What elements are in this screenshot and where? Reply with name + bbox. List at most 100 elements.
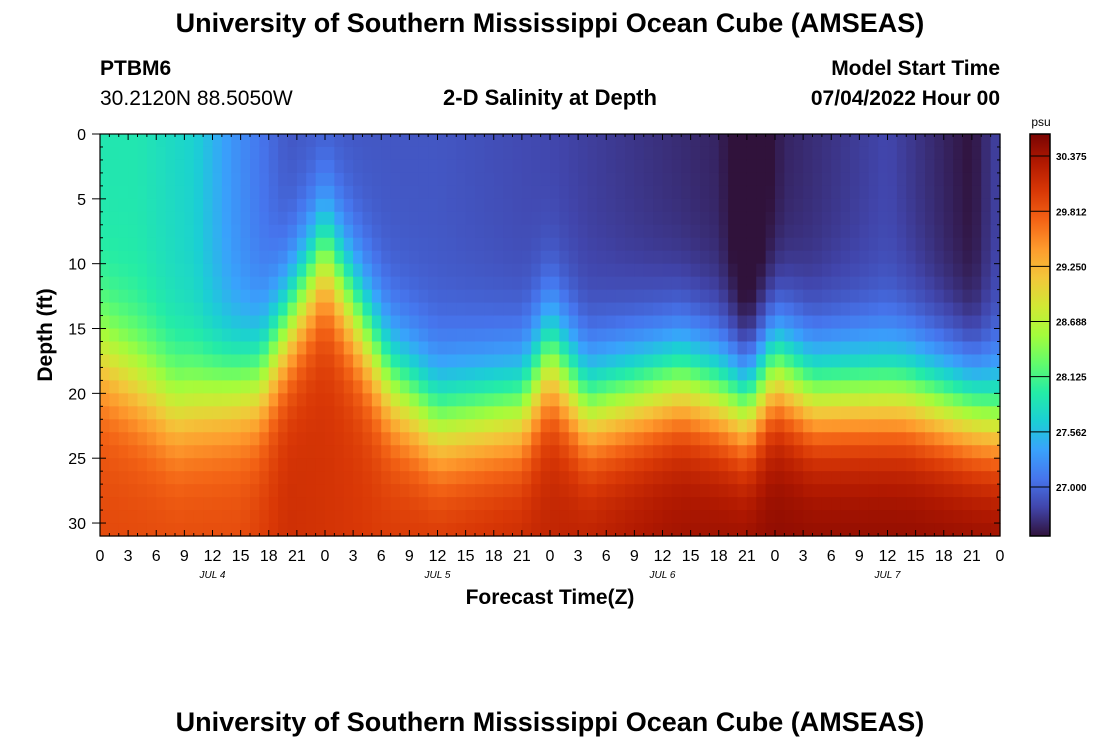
heatmap-cell: [821, 198, 832, 213]
heatmap-cell: [118, 406, 129, 420]
heatmap-cell: [381, 224, 392, 239]
heatmap-cell: [962, 354, 973, 369]
heatmap-cell: [587, 354, 598, 369]
heatmap-cell: [512, 198, 523, 213]
heatmap-cell: [934, 134, 945, 148]
heatmap-cell: [362, 276, 373, 291]
heatmap-cell: [634, 159, 645, 174]
heatmap-cell: [521, 367, 532, 381]
heatmap-cell: [193, 302, 204, 317]
heatmap-cell: [156, 445, 167, 459]
heatmap-cell: [137, 380, 148, 394]
heatmap-cell: [521, 185, 532, 200]
heatmap-cell: [100, 523, 110, 537]
heatmap-cell: [400, 497, 410, 511]
heatmap-cell: [831, 237, 842, 252]
heatmap-cell: [540, 367, 551, 381]
heatmap-cell: [456, 432, 467, 446]
x-tick-label: 9: [405, 548, 414, 565]
heatmap-cell: [812, 471, 823, 485]
heatmap-cell: [250, 315, 260, 330]
heatmap-cell: [221, 315, 232, 330]
heatmap-cell: [484, 237, 495, 252]
heatmap-cell: [756, 419, 767, 433]
heatmap-cell: [512, 159, 523, 174]
heatmap-cell: [550, 302, 560, 317]
heatmap-cell: [690, 159, 701, 174]
heatmap-cell: [634, 250, 645, 265]
heatmap-cell: [371, 276, 382, 291]
heatmap-cell: [671, 198, 682, 213]
heatmap-cell: [146, 380, 157, 394]
heatmap-cell: [156, 263, 167, 278]
heatmap-cell: [728, 146, 739, 161]
heatmap-cell: [831, 172, 842, 187]
heatmap-cell: [887, 224, 898, 239]
heatmap-cell: [156, 172, 167, 187]
heatmap-cell: [325, 510, 335, 524]
heatmap-cell: [381, 146, 392, 161]
heatmap-cell: [765, 185, 776, 200]
heatmap-cell: [953, 445, 964, 459]
heatmap-cell: [868, 328, 879, 343]
heatmap-cell: [840, 419, 851, 433]
heatmap-cell: [662, 250, 673, 265]
heatmap-cell: [615, 172, 626, 187]
heatmap-cell: [296, 263, 307, 278]
heatmap-cell: [540, 432, 551, 446]
heatmap-cell: [700, 393, 710, 407]
heatmap-cell: [109, 354, 120, 369]
heatmap-cell: [775, 263, 785, 278]
heatmap-cell: [128, 341, 139, 356]
heatmap-cell: [512, 484, 523, 498]
heatmap-cell: [671, 263, 682, 278]
heatmap-cell: [550, 471, 560, 485]
heatmap-cell: [643, 328, 654, 343]
heatmap-cell: [259, 471, 270, 485]
heatmap-cell: [971, 510, 982, 524]
heatmap-cell: [896, 159, 907, 174]
heatmap-cell: [193, 134, 204, 148]
heatmap-cell: [812, 198, 823, 213]
heatmap-cell: [831, 315, 842, 330]
x-tick-label: 9: [855, 548, 864, 565]
heatmap-cell: [662, 198, 673, 213]
heatmap-cell: [287, 445, 298, 459]
heatmap-cell: [859, 367, 870, 381]
heatmap-cell: [193, 471, 204, 485]
heatmap-cell: [240, 445, 251, 459]
heatmap-cell: [315, 328, 326, 343]
heatmap-cell: [821, 445, 832, 459]
heatmap-cell: [550, 367, 560, 381]
heatmap-cell: [746, 159, 757, 174]
heatmap-cell: [409, 484, 420, 498]
heatmap-cell: [896, 172, 907, 187]
heatmap-cell: [212, 159, 223, 174]
heatmap-cell: [765, 406, 776, 420]
heatmap-cell: [850, 263, 860, 278]
heatmap-cell: [362, 185, 373, 200]
heatmap-cell: [878, 380, 889, 394]
heatmap-cell: [521, 237, 532, 252]
heatmap-cell: [718, 471, 729, 485]
heatmap-cell: [203, 367, 214, 381]
heatmap-cell: [390, 276, 401, 291]
heatmap-cell: [821, 484, 832, 498]
heatmap-cell: [109, 497, 120, 511]
heatmap-cell: [550, 523, 560, 537]
heatmap-cell: [971, 406, 982, 420]
heatmap-cell: [737, 367, 748, 381]
heatmap-cell: [700, 172, 710, 187]
heatmap-cell: [765, 445, 776, 459]
heatmap-cell: [231, 354, 242, 369]
heatmap-cell: [287, 172, 298, 187]
heatmap-cell: [315, 250, 326, 265]
heatmap-cell: [315, 497, 326, 511]
heatmap-cell: [456, 380, 467, 394]
heatmap-cell: [484, 302, 495, 317]
heatmap-cell: [821, 250, 832, 265]
heatmap-cell: [287, 302, 298, 317]
heatmap-cell: [803, 432, 814, 446]
heatmap-cell: [662, 484, 673, 498]
heatmap-cell: [362, 341, 373, 356]
